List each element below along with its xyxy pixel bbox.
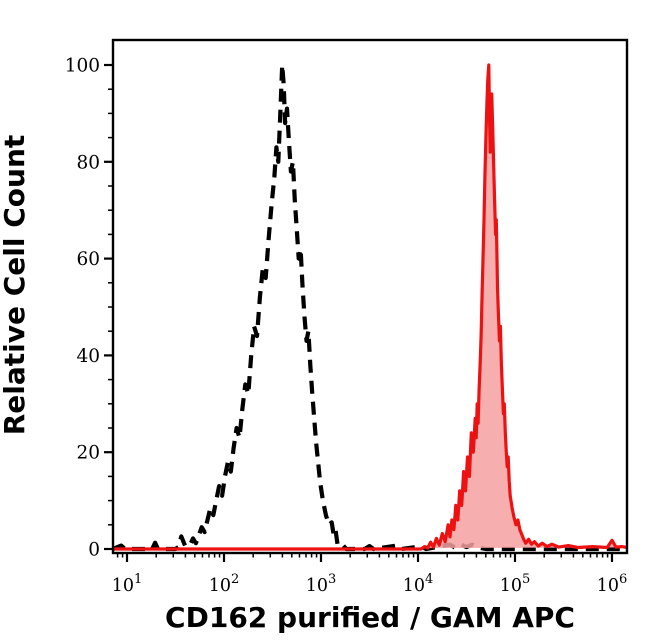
axis-ticks [104, 63, 614, 562]
y-axis-tick-label: 40 [76, 346, 100, 367]
x-axis-tick-label: 102 [209, 572, 240, 596]
y-axis-tick-label: 0 [88, 540, 100, 561]
x-axis-tick-label: 101 [112, 572, 143, 596]
y-axis-title: Relative Cell Count [0, 135, 31, 436]
y-axis-tick-label: 100 [65, 56, 100, 77]
tick-labels: 101 102 103 104 105 106 0 20 40 60 80 100 [65, 56, 628, 597]
x-axis-tick-label: 105 [500, 572, 531, 596]
series-stained-red-curve [112, 63, 628, 551]
x-axis-tick-label: 104 [403, 572, 434, 596]
y-axis-tick-label: 80 [76, 152, 100, 173]
y-axis-tick-label: 60 [76, 249, 100, 270]
y-axis-tick-label: 20 [76, 443, 100, 464]
plot-area: 101 102 103 104 105 106 0 20 40 60 80 100 [65, 38, 629, 597]
plot-box [111, 38, 629, 555]
x-axis-title: CD162 purified / GAM APC [165, 601, 575, 634]
series-control-dashed-curve [112, 62, 627, 552]
curves [112, 62, 628, 552]
x-axis-tick-label: 103 [306, 572, 337, 596]
x-axis-tick-label: 106 [597, 572, 628, 596]
